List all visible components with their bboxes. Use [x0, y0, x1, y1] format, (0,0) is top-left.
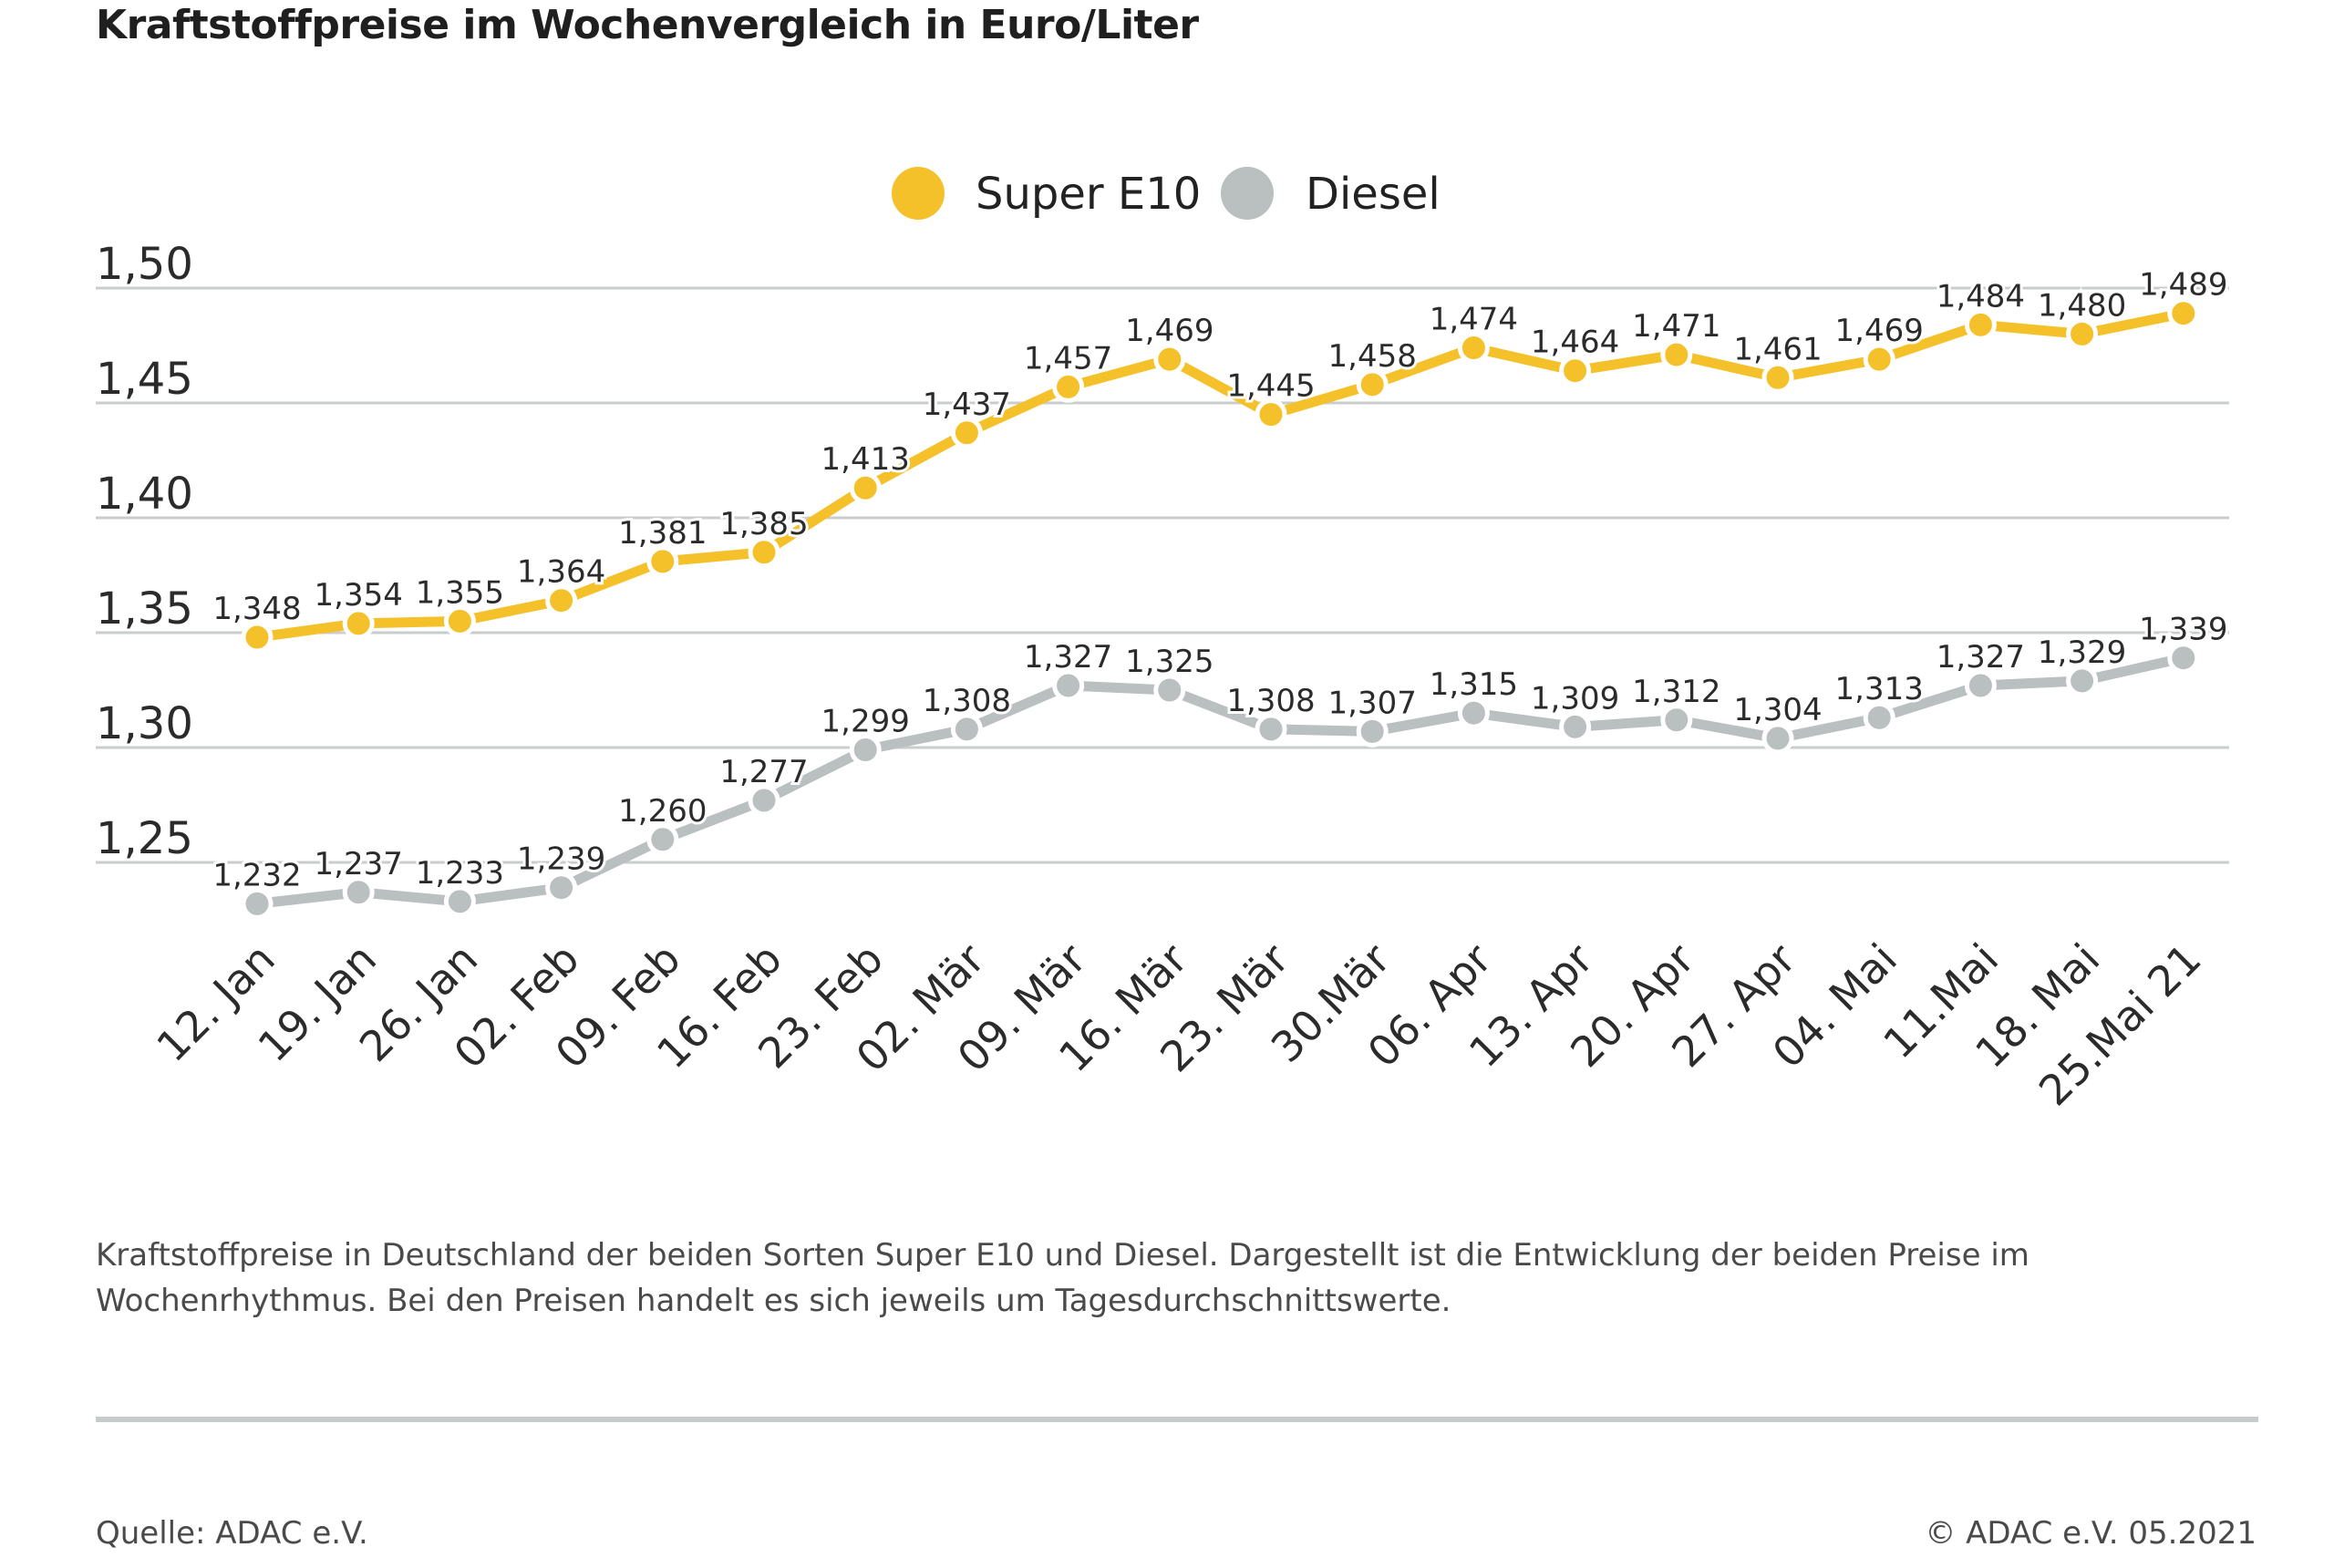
data-label: 1,474	[1430, 302, 1518, 338]
data-label: 1,315	[1430, 666, 1518, 703]
data-point	[2167, 297, 2200, 330]
data-point	[849, 734, 882, 767]
data-label: 1,471	[1632, 308, 1720, 345]
y-tick-label: 1,40	[96, 469, 193, 520]
data-point	[2167, 642, 2200, 675]
data-label: 1,304	[1733, 692, 1822, 728]
data-point	[950, 417, 983, 449]
y-tick-label: 1,50	[96, 239, 193, 290]
data-label: 1,458	[1328, 338, 1417, 375]
line-chart: 1,50 1,45 1,40 1,35 1,30 1,25 Super E10 Diesel 1…	[96, 167, 2230, 1115]
legend-marker	[1221, 167, 1274, 220]
data-label: 1,413	[821, 441, 910, 478]
legend-label: Super E10	[976, 169, 1201, 220]
data-point	[1356, 368, 1389, 401]
data-point	[342, 876, 375, 909]
copyright-note: © ADAC e.V. 05.2021	[1925, 1515, 2257, 1552]
data-label: 1,312	[1632, 674, 1720, 710]
divider-line	[96, 1417, 2258, 1422]
data-label: 1,385	[719, 506, 808, 542]
data-point	[1964, 669, 1997, 702]
data-label: 1,307	[1328, 685, 1417, 721]
y-tick-label: 1,30	[96, 698, 193, 749]
data-point	[241, 621, 274, 654]
data-label: 1,339	[2139, 612, 2227, 648]
data-label: 1,232	[212, 857, 301, 893]
data-label: 1,461	[1733, 331, 1822, 367]
data-point	[950, 713, 983, 746]
data-point	[646, 545, 679, 578]
data-label: 1,299	[821, 704, 910, 740]
data-point	[1761, 361, 1794, 394]
source-note: Quelle: ADAC e.V.	[96, 1515, 368, 1552]
data-label: 1,327	[1936, 639, 2025, 676]
data-label: 1,233	[416, 855, 504, 892]
data-point	[1863, 701, 1895, 734]
data-label: 1,437	[923, 387, 1011, 423]
data-point	[1761, 722, 1794, 755]
data-point	[545, 584, 578, 617]
data-label: 1,480	[2038, 287, 2126, 324]
chart-title: Kraftstoffpreise im Wochenvergleich in E…	[96, 2, 1199, 48]
data-point	[1660, 704, 1693, 737]
data-point	[2066, 665, 2099, 697]
data-label: 1,313	[1835, 671, 1924, 707]
data-label: 1,464	[1531, 325, 1619, 361]
data-label: 1,308	[1226, 683, 1315, 719]
data-point	[1153, 343, 1186, 376]
data-label: 1,309	[1531, 680, 1619, 717]
data-point	[849, 471, 882, 504]
data-point	[545, 872, 578, 904]
data-point	[1964, 308, 1997, 341]
data-label: 1,489	[2139, 267, 2227, 304]
data-point	[748, 536, 780, 569]
data-point	[1559, 710, 1592, 743]
data-label: 1,348	[212, 591, 301, 627]
y-tick-label: 1,25	[96, 813, 193, 864]
data-point	[241, 887, 274, 920]
data-point	[1457, 696, 1490, 729]
data-point	[1255, 398, 1287, 431]
data-label: 1,469	[1125, 313, 1213, 349]
data-point	[1457, 332, 1490, 365]
series-line	[252, 653, 2189, 909]
data-point	[443, 885, 476, 918]
data-point	[1052, 669, 1085, 702]
legend-marker	[892, 167, 945, 220]
y-tick-label: 1,45	[96, 354, 193, 405]
data-label: 1,484	[1936, 278, 2025, 315]
data-label: 1,239	[517, 841, 605, 878]
y-tick-label: 1,35	[96, 583, 193, 634]
data-label: 1,364	[517, 554, 605, 591]
data-label: 1,327	[1024, 639, 1112, 676]
data-point	[1559, 355, 1592, 387]
series-line	[252, 308, 2189, 643]
legend-label: Diesel	[1306, 169, 1441, 220]
data-label: 1,325	[1125, 644, 1213, 680]
data-label: 1,354	[315, 577, 403, 614]
data-label: 1,445	[1226, 368, 1315, 405]
data-point	[1660, 338, 1693, 371]
data-point	[748, 784, 780, 817]
data-label: 1,457	[1024, 340, 1112, 377]
data-label: 1,260	[618, 793, 707, 830]
data-point	[2066, 317, 2099, 350]
data-label: 1,381	[618, 515, 707, 552]
data-label: 1,329	[2038, 634, 2126, 671]
data-point	[1356, 715, 1389, 748]
data-point	[443, 604, 476, 637]
data-point	[1863, 343, 1895, 376]
data-point	[1052, 370, 1085, 403]
data-label: 1,469	[1835, 313, 1924, 349]
data-point	[1255, 713, 1287, 746]
data-label: 1,237	[315, 846, 403, 882]
data-point	[342, 607, 375, 640]
data-label: 1,355	[416, 574, 504, 611]
data-label: 1,277	[719, 754, 808, 790]
data-point	[646, 823, 679, 856]
data-label: 1,308	[923, 683, 1011, 719]
chart-caption: Kraftstoffpreise in Deutschland der beid…	[96, 1237, 2029, 1319]
data-point	[1153, 674, 1186, 707]
